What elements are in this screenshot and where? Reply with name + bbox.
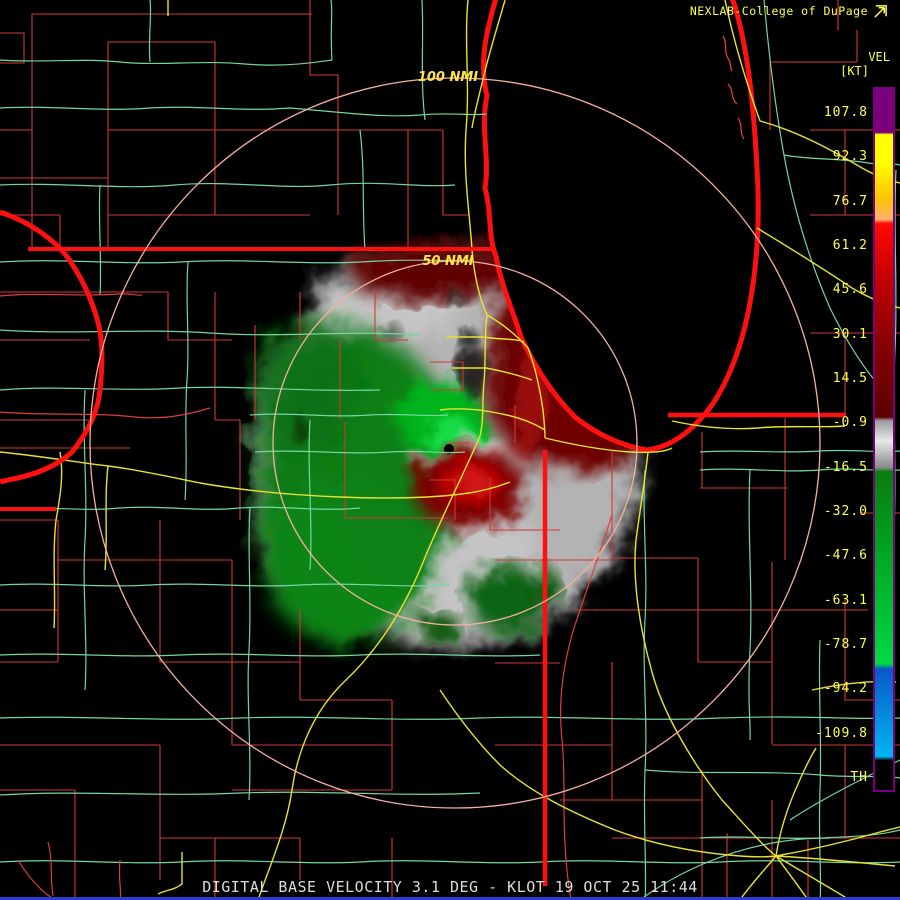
scale-tick: 14.5 [832,370,868,386]
scale-tick: 61.2 [832,237,868,253]
lake-shore-details [722,35,745,140]
velocity-colorbar [873,87,895,792]
radar-site-dot [444,444,454,454]
range-ring-100nmi [89,77,821,809]
state-borders-layer [0,209,846,886]
range-ring-label-100: 100 NMI [418,70,478,85]
scale-tick: 107.8 [823,105,868,120]
scale-tick: 76.7 [832,193,868,209]
scale-tick: -32.0 [823,503,868,519]
range-rings [89,77,821,809]
scale-tick: 92.3 [832,149,868,165]
rivers-layer [0,293,613,900]
brand-text: NEXLAB-College of DuPage [689,4,868,18]
scale-tick: -0.9 [832,415,868,431]
scale-title: VEL [868,50,890,64]
lake-michigan-outline [480,0,761,453]
scale-tick: -109.8 [815,725,868,741]
scale-tick: -47.6 [823,548,868,564]
range-ring-label-50: 50 NMI [422,254,473,269]
scale-tick: -94.2 [823,681,868,697]
scale-tick: -16.5 [823,459,868,475]
scale-tick: 45.6 [832,282,868,298]
scale-tick: -63.1 [823,592,868,608]
cod-arrow-icon [874,5,887,18]
scale-units: [KT] [840,64,869,78]
scale-tick: 30.1 [832,326,868,342]
colorbar-tick-labels: 107.8 92.3 76.7 61.2 45.6 30.1 14.5 -0.9 -16.5 -3… [760,0,868,900]
product-title: DIGITAL BASE VELOCITY 3.1 DEG - KLOT 19 … [202,878,698,896]
range-ring-50nmi [272,260,638,626]
scale-tick: TH [850,769,868,785]
scale-tick: -78.7 [823,636,868,652]
bottom-blue-strip [0,897,900,900]
